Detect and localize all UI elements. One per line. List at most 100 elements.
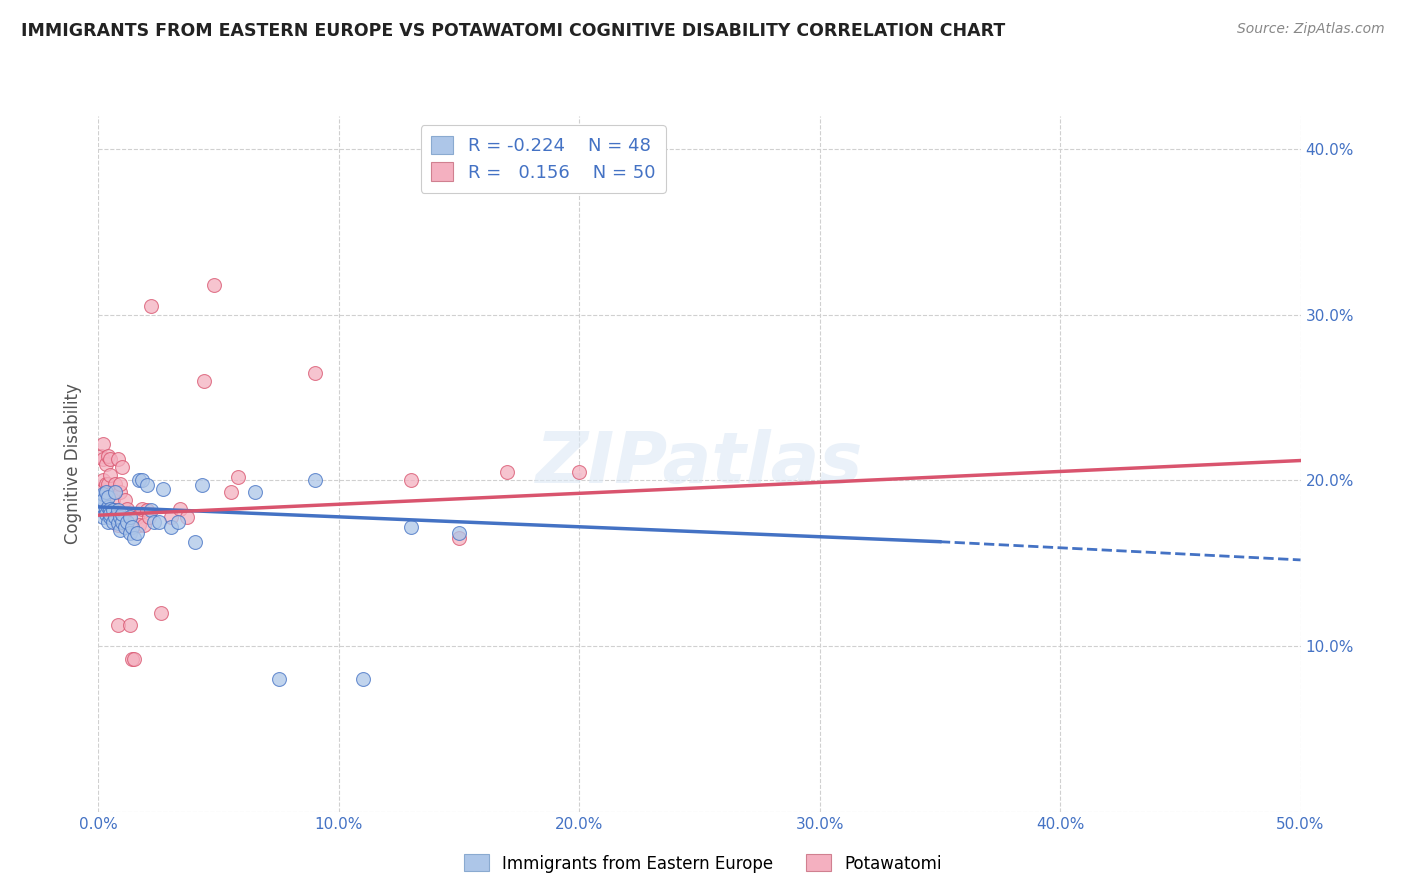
Point [183,534,205,549]
Point [226,470,249,484]
Point [219,485,242,500]
Point [193,374,215,388]
Point [447,532,470,546]
Point [111,509,134,524]
Point [107,451,129,466]
Point [100,507,122,521]
Point [107,516,129,531]
Point [114,493,136,508]
Legend: R = -0.224    N = 48, R =   0.156    N = 50: R = -0.224 N = 48, R = 0.156 N = 50 [420,125,666,193]
Point [131,474,153,488]
Point [90,449,112,463]
Point [117,501,139,516]
Point [159,509,181,524]
Point [91,493,114,508]
Point [97,449,120,463]
Point [94,485,117,500]
Point [142,515,165,529]
Point [114,520,136,534]
Point [447,526,470,541]
Point [141,503,163,517]
Point [90,490,112,504]
Point [124,532,146,546]
Point [91,451,114,466]
Point [100,509,122,524]
Point [108,523,131,537]
Point [138,509,160,524]
Point [91,509,114,524]
Point [101,493,124,508]
Point [107,503,129,517]
Point [107,518,129,533]
Point [176,509,198,524]
Point [111,515,134,529]
Text: ZIPatlas: ZIPatlas [536,429,863,499]
Point [149,606,172,620]
Point [568,465,591,479]
Point [125,526,148,541]
Point [128,518,150,533]
Point [352,672,374,686]
Legend: Immigrants from Eastern Europe, Potawatomi: Immigrants from Eastern Europe, Potawato… [457,847,949,880]
Point [104,503,127,517]
Point [91,486,114,500]
Point [94,503,117,517]
Point [97,490,120,504]
Point [97,476,120,491]
Point [101,485,124,500]
Point [125,509,148,524]
Point [148,515,170,529]
Point [91,437,114,451]
Point [108,509,131,524]
Point [135,503,157,517]
Text: Source: ZipAtlas.com: Source: ZipAtlas.com [1237,22,1385,37]
Point [304,366,326,380]
Point [118,617,141,632]
Point [118,526,141,541]
Point [267,672,290,686]
Point [100,486,122,500]
Point [399,474,422,488]
Point [90,482,112,496]
Point [104,476,127,491]
Point [91,474,114,488]
Point [128,474,150,488]
Point [108,485,131,500]
Point [117,515,139,529]
Point [243,485,266,500]
Point [94,476,117,491]
Point [121,520,143,534]
Point [166,515,188,529]
Point [399,520,422,534]
Point [135,478,157,492]
Point [132,518,155,533]
Text: IMMIGRANTS FROM EASTERN EUROPE VS POTAWATOMI COGNITIVE DISABILITY CORRELATION CH: IMMIGRANTS FROM EASTERN EUROPE VS POTAWA… [21,22,1005,40]
Point [141,300,163,314]
Point [118,509,141,524]
Point [202,277,225,292]
Point [169,501,191,516]
Point [191,478,214,492]
Point [304,474,326,488]
Point [131,501,153,516]
Point [100,451,122,466]
Point [90,498,112,512]
Y-axis label: Cognitive Disability: Cognitive Disability [65,384,83,544]
Point [104,509,127,524]
Point [104,485,127,500]
Point [121,652,143,666]
Point [152,482,174,496]
Point [111,460,134,475]
Point [94,486,117,500]
Point [159,520,181,534]
Point [97,515,120,529]
Point [94,507,117,521]
Point [101,515,124,529]
Point [100,468,122,483]
Point [124,652,146,666]
Point [111,507,134,521]
Point [107,617,129,632]
Point [94,457,117,471]
Point [496,465,519,479]
Point [97,485,120,500]
